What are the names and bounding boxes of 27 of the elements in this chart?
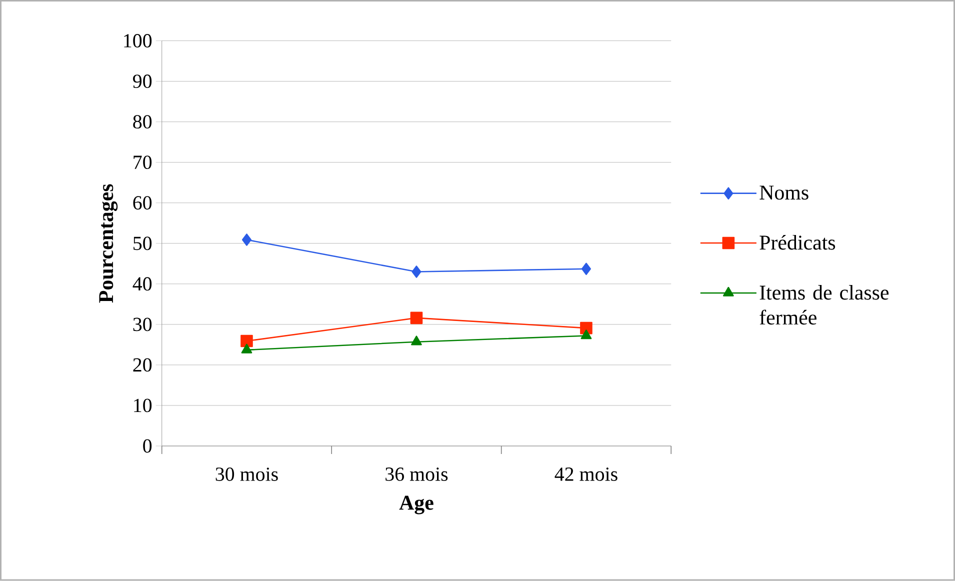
legend-label: Prédicats: [760, 235, 836, 250]
point: [242, 234, 252, 246]
y-tick-label: 10: [134, 398, 152, 412]
x-axis-title: Age: [399, 496, 434, 514]
y-axis-title: Pourcentages: [99, 184, 118, 303]
y-tick-label: 100: [124, 34, 152, 48]
y-tick-label: 50: [134, 236, 152, 250]
point: [410, 312, 423, 324]
point: [580, 330, 592, 340]
point: [581, 262, 592, 276]
point: [240, 334, 253, 348]
x-tick-label: 42 mois: [554, 468, 618, 481]
legend-label: Items de classe fermée: [760, 285, 889, 325]
x-tick-label: 30 mois: [216, 468, 278, 482]
point: [411, 336, 422, 346]
y-tick-label: 30: [133, 318, 152, 332]
x-tick-label: 36 mois: [386, 468, 448, 481]
y-tick-label: 70: [134, 156, 152, 170]
y-tick-label: 60: [133, 196, 152, 210]
y-tick-label: 20: [133, 358, 152, 372]
point: [241, 344, 252, 354]
y-tick-label: 0: [143, 439, 152, 453]
y-tick-label: 90: [133, 74, 152, 88]
legend-label: Noms: [760, 186, 808, 200]
y-tick-label: 80: [133, 115, 152, 129]
point: [412, 266, 422, 278]
y-tick-label: 40: [132, 277, 152, 291]
